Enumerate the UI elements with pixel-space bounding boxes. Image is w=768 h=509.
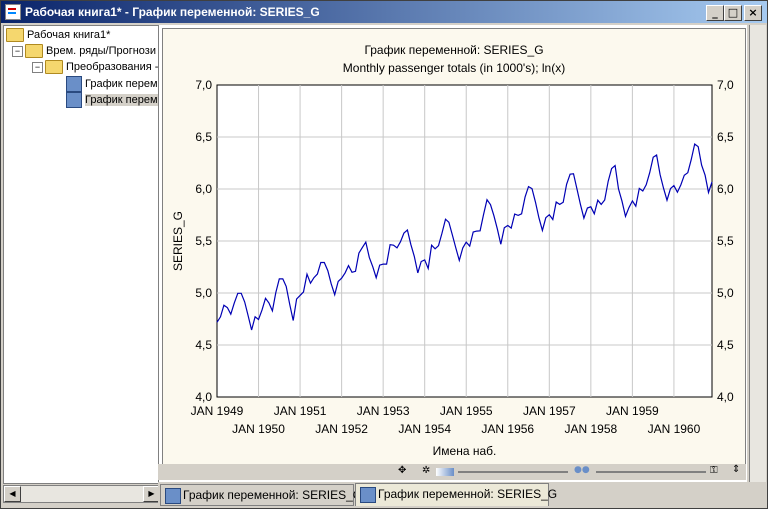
x-tick-label: JAN 1956 xyxy=(481,422,534,436)
chart-subtitle: Monthly passenger totals (in 1000's); ln… xyxy=(342,61,566,75)
x-tick-label: JAN 1959 xyxy=(606,404,659,418)
window-title: Рабочая книга1* - График переменной: SER… xyxy=(25,5,320,19)
y-tick-label-right: 5,0 xyxy=(717,286,734,300)
tab-label: График переменной: SERIES_G xyxy=(378,487,558,501)
sheet-tabs: График переменной: SERIES_G График перем… xyxy=(158,482,766,506)
collapse-icon[interactable]: − xyxy=(32,61,43,73)
y-tick-label-left: 4,5 xyxy=(195,338,212,352)
pan-icon[interactable]: ✥ xyxy=(398,465,407,476)
y-tick-label-left: 6,5 xyxy=(195,130,212,144)
y-axis-title: SERIES_G xyxy=(171,211,185,271)
title-bar: Рабочая книга1* - График переменной: SER… xyxy=(1,1,767,23)
graph-icon xyxy=(165,488,181,504)
x-tick-label: JAN 1951 xyxy=(274,404,327,418)
x-tick-label: JAN 1952 xyxy=(315,422,368,436)
tree-root-label: Рабочая книга1* xyxy=(27,28,111,41)
tree-leaf-graph-2[interactable]: График перем xyxy=(66,92,158,108)
y-tick-label-left: 5,5 xyxy=(195,234,212,248)
x-tick-label: JAN 1960 xyxy=(648,422,701,436)
y-tick-label-right: 4,5 xyxy=(717,338,734,352)
y-tick-label-right: 5,5 xyxy=(717,234,734,248)
chart-panel: График переменной: SERIES_G Monthly pass… xyxy=(158,25,747,482)
x-tick-label: JAN 1953 xyxy=(357,404,410,418)
scroll-left-icon[interactable]: ◀ xyxy=(4,486,21,502)
tree-leaf-graph-1[interactable]: График перем xyxy=(66,76,158,92)
x-tick-label: JAN 1950 xyxy=(232,422,285,436)
chart-vertical-scrollbar[interactable] xyxy=(749,25,766,482)
folder-icon xyxy=(45,60,63,74)
minimize-button[interactable]: _ xyxy=(706,5,724,21)
tab-graph-2[interactable]: График переменной: SERIES_G xyxy=(355,483,557,506)
graph-icon xyxy=(66,76,82,92)
series-line xyxy=(216,142,713,331)
y-tick-label-left: 4,0 xyxy=(195,390,212,404)
slider-dots-icon: ●● xyxy=(574,465,590,475)
chart-title: График переменной: SERIES_G xyxy=(364,43,544,57)
tree-leaf-label: График перем xyxy=(85,77,158,90)
chart-area: График переменной: SERIES_G Monthly pass… xyxy=(162,28,746,470)
chart-toolbar: ✥ ✲ ●● ⚿ ⇕ xyxy=(158,464,746,480)
zoom-icon[interactable]: ✲ xyxy=(422,465,431,476)
y-tick-label-right: 6,0 xyxy=(717,182,734,196)
line-chart: 4,0 4,0 4,5 4,5 5,0 5,0 5,5 5,5 6,0 6,0 6,5 6,5 7,0 7… xyxy=(171,78,734,458)
x-tick-label: JAN 1955 xyxy=(440,404,493,418)
y-tick-label-left: 7,0 xyxy=(195,78,212,92)
tree-node-label: Врем. ряды/Прогнози xyxy=(46,44,156,57)
tree-node-time-series[interactable]: − Врем. ряды/Прогнози xyxy=(12,44,156,58)
tree-node-label: Преобразования - xyxy=(66,60,159,73)
tree-node-transforms[interactable]: − Преобразования - xyxy=(32,60,158,74)
y-tick-label-right: 6,5 xyxy=(717,130,734,144)
y-tick-label-left: 6,0 xyxy=(195,182,212,196)
collapse-icon[interactable]: − xyxy=(12,45,23,57)
graph-icon xyxy=(360,487,376,503)
workbook-icon xyxy=(5,4,21,20)
x-tick-label: JAN 1958 xyxy=(564,422,617,436)
x-tick-label: JAN 1954 xyxy=(398,422,451,436)
x-tick-label: JAN 1949 xyxy=(191,404,244,418)
tree-horizontal-scrollbar[interactable]: ◀ ▶ xyxy=(3,485,160,503)
y-tick-label-right: 7,0 xyxy=(717,78,734,92)
graph-icon xyxy=(66,92,82,108)
y-tick-label-right: 4,0 xyxy=(717,390,734,404)
tab-graph-1[interactable]: График переменной: SERIES_G xyxy=(160,484,362,506)
close-button[interactable]: × xyxy=(744,5,762,21)
key-icon[interactable]: ⚿ xyxy=(710,465,718,476)
workbook-tree: Рабочая книга1* − Врем. ряды/Прогнози − Пр… xyxy=(3,25,160,484)
tree-leaf-label: График перем xyxy=(85,93,158,106)
tab-label: График переменной: SERIES_G xyxy=(183,488,363,502)
y-tick-label-left: 5,0 xyxy=(195,286,212,300)
x-tick-label: JAN 1957 xyxy=(523,404,576,418)
tree-root[interactable]: Рабочая книга1* xyxy=(6,28,110,42)
expand-icon[interactable]: ⇕ xyxy=(732,464,741,475)
folder-icon xyxy=(25,44,43,58)
maximize-button[interactable]: □ xyxy=(724,5,742,21)
folder-open-icon xyxy=(6,28,24,42)
x-axis-title: Имена наб. xyxy=(433,444,497,458)
color-scale-icon xyxy=(436,468,454,476)
slider-track-2[interactable] xyxy=(596,471,706,473)
slider-track-1[interactable] xyxy=(458,471,568,473)
